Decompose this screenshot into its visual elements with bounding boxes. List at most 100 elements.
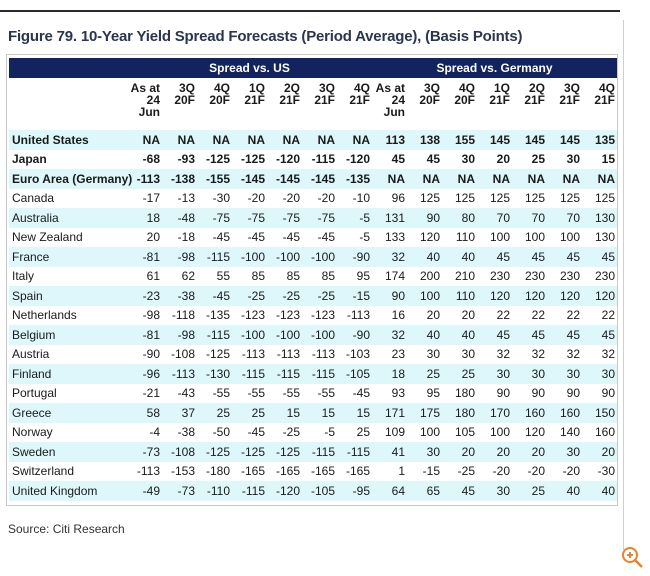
zoom-icon[interactable]: [620, 545, 646, 571]
cell-value: 15: [601, 152, 615, 167]
cell-value: 40: [547, 481, 582, 501]
row-label: Euro Area (Germany): [9, 169, 132, 189]
cell-value: -113: [241, 347, 265, 362]
cell-value: -98: [142, 308, 160, 323]
cell-value: -125: [267, 442, 302, 462]
cell-value: 30: [547, 442, 582, 462]
group-header-row: Spread vs. US Spread vs. Germany: [9, 58, 617, 78]
cell-value: -145: [232, 169, 267, 189]
cell-value: -155: [197, 169, 232, 189]
cell-value: -153: [170, 464, 195, 479]
cell-value: 95: [356, 269, 370, 284]
cell-value: -135: [337, 169, 372, 189]
cell-value: -165: [310, 464, 335, 479]
cell-value: -45: [247, 425, 265, 440]
cell-value: 20: [426, 308, 440, 323]
cell-value: 100: [419, 425, 440, 440]
cell-value: -96: [127, 364, 162, 384]
cell-value: -75: [302, 208, 337, 228]
table-row: Canada -17 -13 -30 -20 -20 -20 -10 96 125 125 125 12…: [9, 189, 617, 209]
column-header: 3Q 21F: [314, 81, 335, 107]
table-row: Portugal -21 -43 -55 -55 -55 -55 -45 93 95 180 90 90…: [9, 384, 617, 404]
row-label: United States: [9, 130, 127, 150]
cell-value: -100: [267, 247, 302, 267]
cell-value: -55: [212, 386, 230, 401]
cell-value: -55: [282, 386, 300, 401]
cell-value: 80: [442, 208, 477, 228]
cell-value: -75: [267, 208, 302, 228]
column-header: 4Q 21F: [349, 81, 370, 107]
cell-value: 120: [419, 230, 440, 245]
cell-value: 90: [407, 208, 442, 228]
cell-value: 25: [232, 403, 267, 423]
cell-value: 100: [407, 286, 442, 306]
cell-value: 70: [477, 208, 512, 228]
cell-value: 120: [547, 286, 582, 306]
cell-value: -15: [337, 286, 372, 306]
cell-value: -20: [317, 191, 335, 206]
cell-value: -113: [311, 347, 335, 362]
cell-value: -115: [232, 481, 267, 501]
cell-value: 140: [559, 425, 580, 440]
cell-value: -17: [142, 191, 160, 206]
cell-value: 45: [512, 247, 547, 267]
group-header: Spread vs. Germany: [372, 58, 617, 78]
cell-value: 100: [524, 230, 545, 245]
cell-value: 90: [372, 286, 407, 306]
cell-value: 30: [407, 442, 442, 462]
cell-value: 160: [594, 425, 615, 440]
cell-value: 133: [384, 230, 405, 245]
column-header: 1Q 21F: [489, 81, 510, 107]
cell-value: -100: [232, 325, 267, 345]
row-label: Greece: [9, 403, 127, 423]
cell-value: -115: [197, 325, 232, 345]
cell-value: -120: [267, 481, 302, 501]
cell-value: -115: [337, 442, 372, 462]
cell-value: 145: [547, 130, 582, 150]
table-row: Euro Area (Germany) -113 -138 -155 -145 -145-…: [9, 169, 617, 189]
row-label: Canada: [12, 191, 55, 206]
cell-value: -5: [359, 230, 370, 245]
cell-value: 155: [442, 130, 477, 150]
cell-value: 20: [582, 442, 617, 462]
cell-value: 110: [455, 230, 475, 245]
cell-value: 23: [391, 347, 405, 362]
column-header: 3Q 20F: [174, 81, 195, 107]
cell-value: NA: [232, 130, 267, 150]
cell-value: 58: [127, 403, 162, 423]
cell-value: 150: [582, 403, 617, 423]
cell-value: 16: [391, 308, 405, 323]
cell-value: -125: [205, 152, 230, 167]
cell-value: -21: [142, 386, 160, 401]
cell-value: -81: [127, 247, 162, 267]
cell-value: -18: [177, 230, 195, 245]
cell-value: -115: [267, 364, 302, 384]
cell-value: -125: [240, 152, 265, 167]
table-row: Sweden -73 -108 -125 -125 -125 -115 -115 41 30 20 2…: [9, 442, 617, 462]
cell-value: 15: [337, 403, 372, 423]
cell-value: 230: [559, 269, 580, 284]
cell-value: -115: [311, 152, 335, 167]
cell-value: -113: [162, 364, 197, 384]
cell-value: -25: [302, 286, 337, 306]
cell-value: NA: [302, 130, 337, 150]
cell-value: NA: [407, 169, 442, 189]
cell-value: 55: [216, 269, 230, 284]
cell-value: -113: [136, 464, 160, 479]
cell-value: 120: [512, 286, 547, 306]
cell-value: 61: [146, 269, 160, 284]
cell-value: -100: [232, 247, 267, 267]
cell-value: -165: [240, 464, 265, 479]
cell-value: -118: [171, 308, 195, 323]
cell-value: 45: [442, 481, 477, 501]
column-header: 4Q 20F: [454, 81, 475, 107]
table-row: United States NA NA NA NA NA NA NA 113 138 155 145 1…: [9, 130, 617, 150]
column-header: 3Q 21F: [559, 81, 580, 107]
table-row: Belgium -81 -98 -115 -100 -100 -100 -90 32 40 40 45…: [9, 325, 617, 345]
cell-value: 45: [426, 152, 440, 167]
row-label: Japan: [12, 152, 47, 167]
cell-value: -113: [127, 169, 162, 189]
cell-value: 85: [321, 269, 335, 284]
row-label: France: [9, 247, 127, 267]
